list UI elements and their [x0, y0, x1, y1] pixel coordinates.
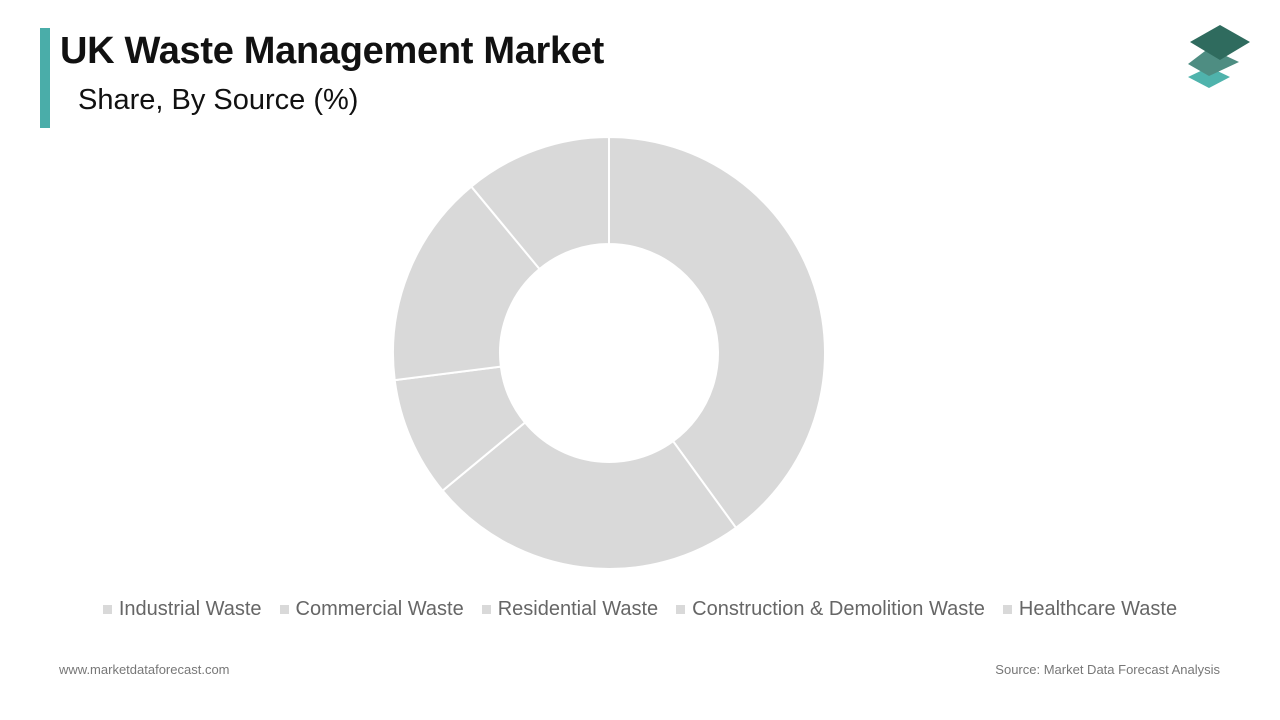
legend-item: Industrial Waste — [102, 596, 262, 622]
page-subtitle: Share, By Source (%) — [78, 84, 359, 116]
slice-construction-demolition-waste — [392, 185, 541, 382]
slice-commercial-waste — [441, 421, 738, 570]
stacked-layers-logo-icon — [1188, 25, 1250, 88]
legend-item: Construction & Demolition Waste — [676, 596, 985, 622]
donut-chart — [392, 135, 826, 570]
legend-label: Industrial Waste — [118, 597, 262, 620]
donut-slices — [392, 135, 826, 570]
accent-bar — [40, 28, 50, 128]
legend-item: Healthcare Waste — [1002, 596, 1178, 622]
legend-label: Healthcare Waste — [1018, 597, 1178, 620]
legend-swatch — [279, 604, 289, 614]
legend-swatch — [1002, 604, 1012, 614]
website-footer: www.marketdataforecast.com — [59, 662, 230, 677]
legend-label: Residential Waste — [497, 597, 659, 620]
legend-label: Commercial Waste — [295, 597, 464, 620]
legend-swatch — [481, 604, 491, 614]
legend-swatch — [102, 604, 112, 614]
legend-item: Residential Waste — [481, 596, 659, 622]
logo-layer-top — [1190, 25, 1250, 60]
slice-industrial-waste — [608, 135, 826, 530]
slice-healthcare-waste — [469, 135, 610, 271]
logo-layer-middle — [1188, 48, 1239, 76]
legend-swatch — [676, 604, 686, 614]
source-footer: Source: Market Data Forecast Analysis — [995, 662, 1220, 677]
legend-item: Commercial Waste — [279, 596, 464, 622]
chart-legend: Industrial Waste Commercial Waste Resident… — [0, 596, 1280, 622]
legend-label: Construction & Demolition Waste — [692, 597, 985, 620]
logo-layer-bottom — [1188, 67, 1230, 88]
page-title: UK Waste Management Market — [60, 30, 605, 72]
